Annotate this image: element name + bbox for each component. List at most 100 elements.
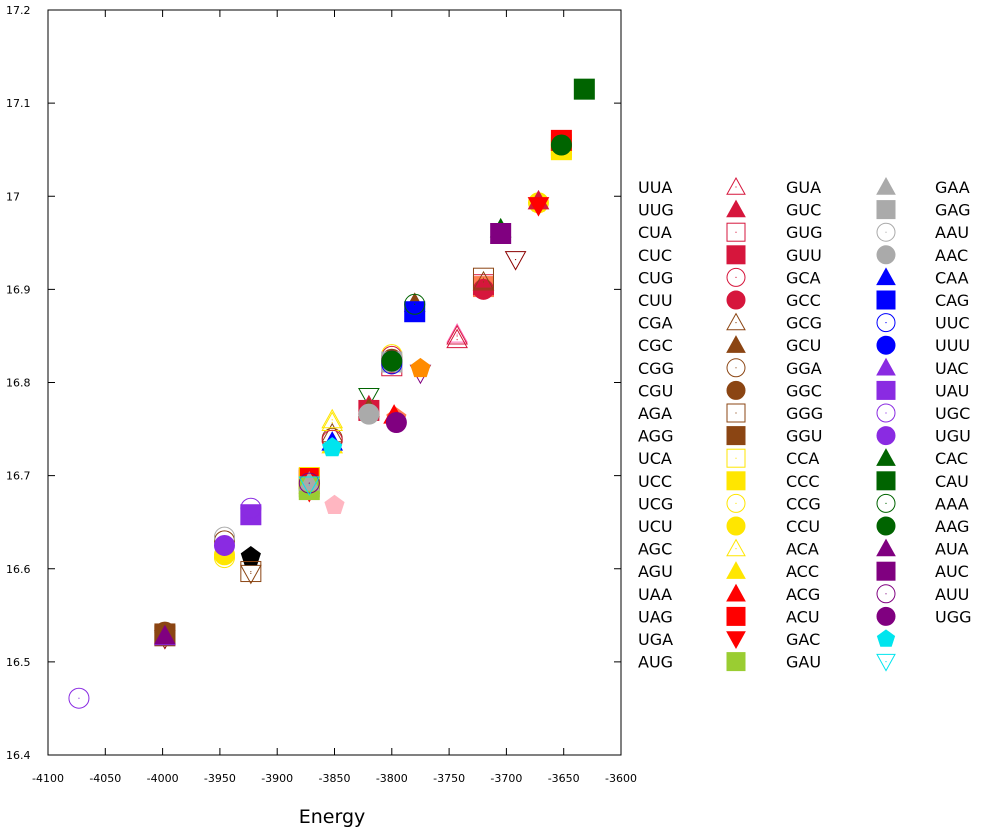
legend-label: GAA bbox=[935, 178, 970, 197]
legend-marker bbox=[726, 335, 746, 353]
extra-point-5-0 bbox=[446, 323, 468, 343]
legend-marker bbox=[876, 653, 896, 672]
legend-marker bbox=[876, 176, 896, 195]
legend-label: CCG bbox=[786, 494, 821, 513]
legend-marker bbox=[726, 426, 746, 446]
y-tick-label: 17 bbox=[6, 190, 20, 203]
legend-marker bbox=[876, 493, 896, 513]
extra-point-8-0 bbox=[410, 357, 431, 378]
extra-point-6-0 bbox=[240, 546, 261, 566]
point-gac-0 bbox=[527, 197, 550, 217]
point-aag-0 bbox=[550, 134, 572, 156]
legend-marker bbox=[876, 426, 896, 446]
legend-marker bbox=[876, 606, 896, 626]
legend-marker-dot bbox=[735, 412, 737, 414]
y-tick-label: 16.5 bbox=[6, 656, 31, 669]
legend-label: AUC bbox=[935, 562, 969, 581]
legend-label: UUU bbox=[935, 336, 970, 355]
legend-marker bbox=[876, 471, 896, 491]
legend-marker bbox=[726, 516, 746, 536]
legend-marker bbox=[726, 493, 746, 513]
extra-point-3-0 bbox=[239, 564, 262, 585]
point-aca-0 bbox=[321, 408, 344, 429]
legend-label: CAU bbox=[935, 472, 969, 491]
legend-label: ACA bbox=[786, 540, 819, 559]
legend-marker-dot bbox=[735, 502, 737, 504]
point-auu-0-dot bbox=[308, 482, 310, 484]
point-gcg-0-dot bbox=[482, 281, 485, 283]
extra-point-0-0 bbox=[504, 251, 527, 271]
legend-label: CAC bbox=[935, 449, 968, 468]
legend-label: CUG bbox=[638, 268, 673, 287]
legend-label: AGG bbox=[638, 427, 673, 446]
legend-marker bbox=[876, 200, 896, 220]
point-aga-0 bbox=[240, 561, 262, 583]
legend-marker bbox=[876, 629, 896, 647]
x-axis-label: Energy bbox=[299, 806, 366, 828]
legend-marker bbox=[726, 652, 746, 672]
legend-label: GGU bbox=[786, 427, 823, 446]
legend-marker bbox=[876, 357, 896, 376]
legend-label: GCG bbox=[786, 314, 822, 333]
legend-label: GGC bbox=[786, 381, 822, 400]
legend-marker bbox=[876, 222, 896, 242]
legend-label: UUA bbox=[638, 178, 672, 197]
unnamed-point-64-0 bbox=[322, 437, 343, 457]
legend-label: GCA bbox=[786, 268, 821, 287]
legend-marker bbox=[876, 335, 896, 355]
legend-label: UCA bbox=[638, 449, 672, 468]
legend-marker bbox=[726, 199, 746, 218]
legend-marker-dot bbox=[735, 322, 737, 324]
legend-marker bbox=[726, 176, 746, 195]
point-uua-0-dot bbox=[456, 335, 458, 337]
legend-label: AUA bbox=[935, 540, 969, 559]
point-aga-0-dot bbox=[250, 570, 252, 573]
legend-label: UUG bbox=[638, 201, 674, 220]
legend-label: UGU bbox=[935, 427, 971, 446]
legend-label: CUA bbox=[638, 223, 672, 242]
legend-label: CAG bbox=[935, 291, 969, 310]
y-tick-label: 16.6 bbox=[6, 563, 31, 576]
point-ugc-1 bbox=[240, 497, 262, 519]
legend-marker bbox=[726, 471, 746, 491]
plot-axes: -4100 -4050 -4000 -3950 -3900 -3850 -3800 -3750… bbox=[6, 4, 637, 785]
legend-marker bbox=[876, 290, 896, 310]
data-points bbox=[68, 78, 595, 709]
point-aaa-0 bbox=[404, 293, 426, 315]
legend-label: UUC bbox=[935, 314, 970, 333]
legend-label: CUC bbox=[638, 246, 672, 265]
point-ugc-1-dot bbox=[250, 507, 252, 509]
legend-marker-dot bbox=[735, 231, 737, 233]
legend-marker bbox=[726, 245, 746, 265]
legend-label: AUU bbox=[935, 585, 969, 604]
legend-marker-dot bbox=[885, 231, 887, 233]
legend-label: AGA bbox=[638, 404, 672, 423]
legend-label: CCA bbox=[786, 449, 819, 468]
legend-label: UGC bbox=[935, 404, 970, 423]
legend-marker bbox=[726, 358, 746, 378]
legend-marker bbox=[876, 313, 896, 333]
legend-label: AAG bbox=[935, 517, 969, 536]
y-tick-label: 16.4 bbox=[6, 749, 31, 762]
y-tick-label: 16.9 bbox=[6, 283, 31, 296]
unnamed-point-65-0 bbox=[298, 476, 321, 496]
legend-marker bbox=[726, 561, 746, 579]
point-gua-0 bbox=[446, 328, 468, 349]
y-tick-label: 17.1 bbox=[6, 97, 31, 110]
legend-label: GCC bbox=[786, 291, 821, 310]
legend-marker bbox=[726, 312, 746, 331]
legend-label: UAC bbox=[935, 359, 969, 378]
legend-label: GUU bbox=[786, 246, 822, 265]
legend-marker-dot bbox=[735, 457, 737, 459]
legend-marker bbox=[876, 516, 896, 536]
legend-marker-dot bbox=[885, 661, 887, 663]
point-gcg-0 bbox=[472, 270, 495, 291]
legend-label: AAU bbox=[935, 223, 969, 242]
legend-marker bbox=[726, 606, 746, 626]
legend-marker bbox=[876, 561, 896, 581]
extra-point-0-0-dot bbox=[514, 258, 517, 261]
legend-marker bbox=[876, 267, 896, 286]
x-tick-label: -3750 bbox=[433, 772, 465, 785]
